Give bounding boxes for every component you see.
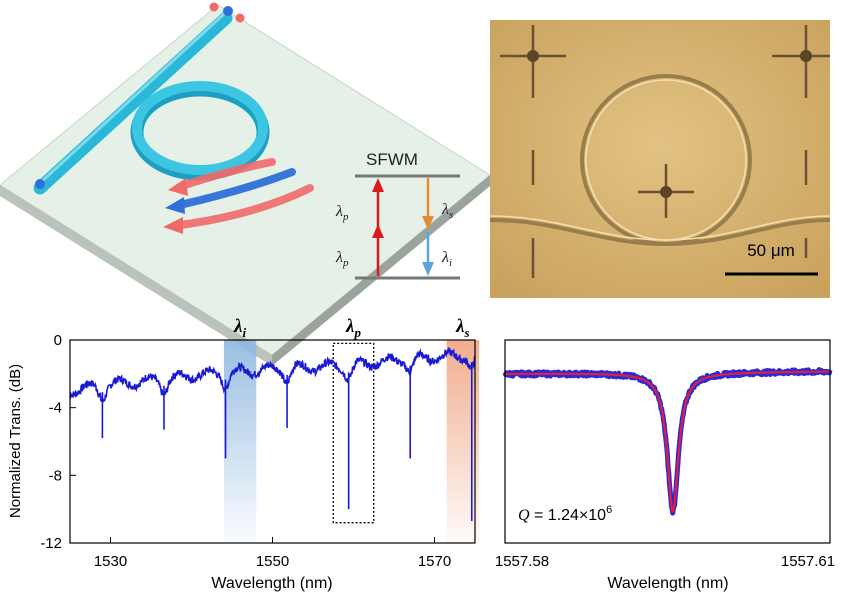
axes-left: 0 -4 -8 -12 1530 1550 1570: [40, 332, 451, 570]
arrow-blue-middle-head: [165, 197, 185, 214]
ytick-label-left-2: -8: [49, 467, 62, 484]
ytick-label-left-1: -4: [49, 400, 62, 417]
photon-red-output-2: [235, 13, 245, 23]
bus-waveguide-highlight: [38, 12, 226, 185]
pump-arrow-2-head: [372, 178, 384, 192]
bus-waveguide: [33, 11, 233, 195]
band-signal: [446, 340, 480, 543]
pump-arrow-1-head: [372, 224, 384, 238]
xtick-label-left-0: 1530: [94, 553, 127, 570]
arrow-red-lower-head: [163, 217, 183, 234]
highlight-bands: [223, 340, 480, 543]
alignment-centers: [527, 50, 812, 198]
ytick-label-left-0: 0: [54, 332, 62, 349]
curved-arrows: [163, 158, 314, 234]
band-idler: [223, 340, 257, 543]
sfwm-diagram: SFWM λp λp λs λi: [335, 150, 460, 280]
chip-front-face: [272, 175, 490, 366]
arrow-blue-middle: [176, 168, 296, 209]
sfwm-title: SFWM: [366, 150, 418, 169]
band-box-pump: [332, 342, 375, 524]
micro-bus-highlight: [489, 215, 831, 241]
scale-label: 50 μm: [747, 241, 795, 260]
band-label-1: λp: [345, 316, 361, 340]
micrograph: 50 μm: [489, 20, 831, 298]
xlabel-left: Wavelength (nm): [211, 575, 332, 592]
signal-arrow-head: [422, 216, 434, 230]
ring-resonator-top: [132, 81, 268, 175]
ylabel-left: Normalized Trans. (dB): [7, 364, 24, 518]
chart-resonance: 1557.58 1557.61 Wavelength (nm) Q = 1.24…: [495, 339, 835, 592]
chip-top-face: [0, 4, 491, 356]
plot-frame-left: [69, 339, 476, 544]
photon-red-output-1: [209, 2, 219, 12]
micrograph-background: [490, 20, 830, 298]
xtick-right-min: 1557.58: [495, 553, 549, 570]
xtick-right-max: 1557.61: [781, 553, 835, 570]
band-label-2: λs: [455, 316, 470, 340]
xlabel-right: Wavelength (nm): [607, 575, 728, 592]
idler-label: λi: [441, 249, 452, 269]
arrow-red-lower: [176, 184, 314, 229]
photon-blue-output: [223, 6, 233, 16]
q-annotation: Q = 1.24×106: [518, 504, 612, 524]
chip-side-face: [0, 185, 272, 366]
transmission-trace: [69, 346, 476, 404]
idler-arrow-head: [422, 262, 434, 276]
xtick-label-left-2: 1570: [418, 553, 451, 570]
chip-schematic: [0, 2, 491, 366]
arrow-red-upper: [178, 158, 276, 190]
plot-frame-right: [504, 339, 831, 544]
measured-trace: [502, 367, 833, 516]
arrow-red-upper-head: [168, 178, 188, 196]
xtick-label-left-1: 1550: [256, 553, 289, 570]
chart-broadband: 0 -4 -8 -12 1530 1550 1570 Normalized Trans. (…: [7, 316, 480, 592]
resonance-dips: [101, 362, 473, 522]
photon-blue-input: [35, 179, 45, 189]
ytick-label-left-3: -12: [40, 535, 62, 552]
micro-bus: [489, 218, 831, 247]
lorentzian-fit: [505, 370, 830, 513]
